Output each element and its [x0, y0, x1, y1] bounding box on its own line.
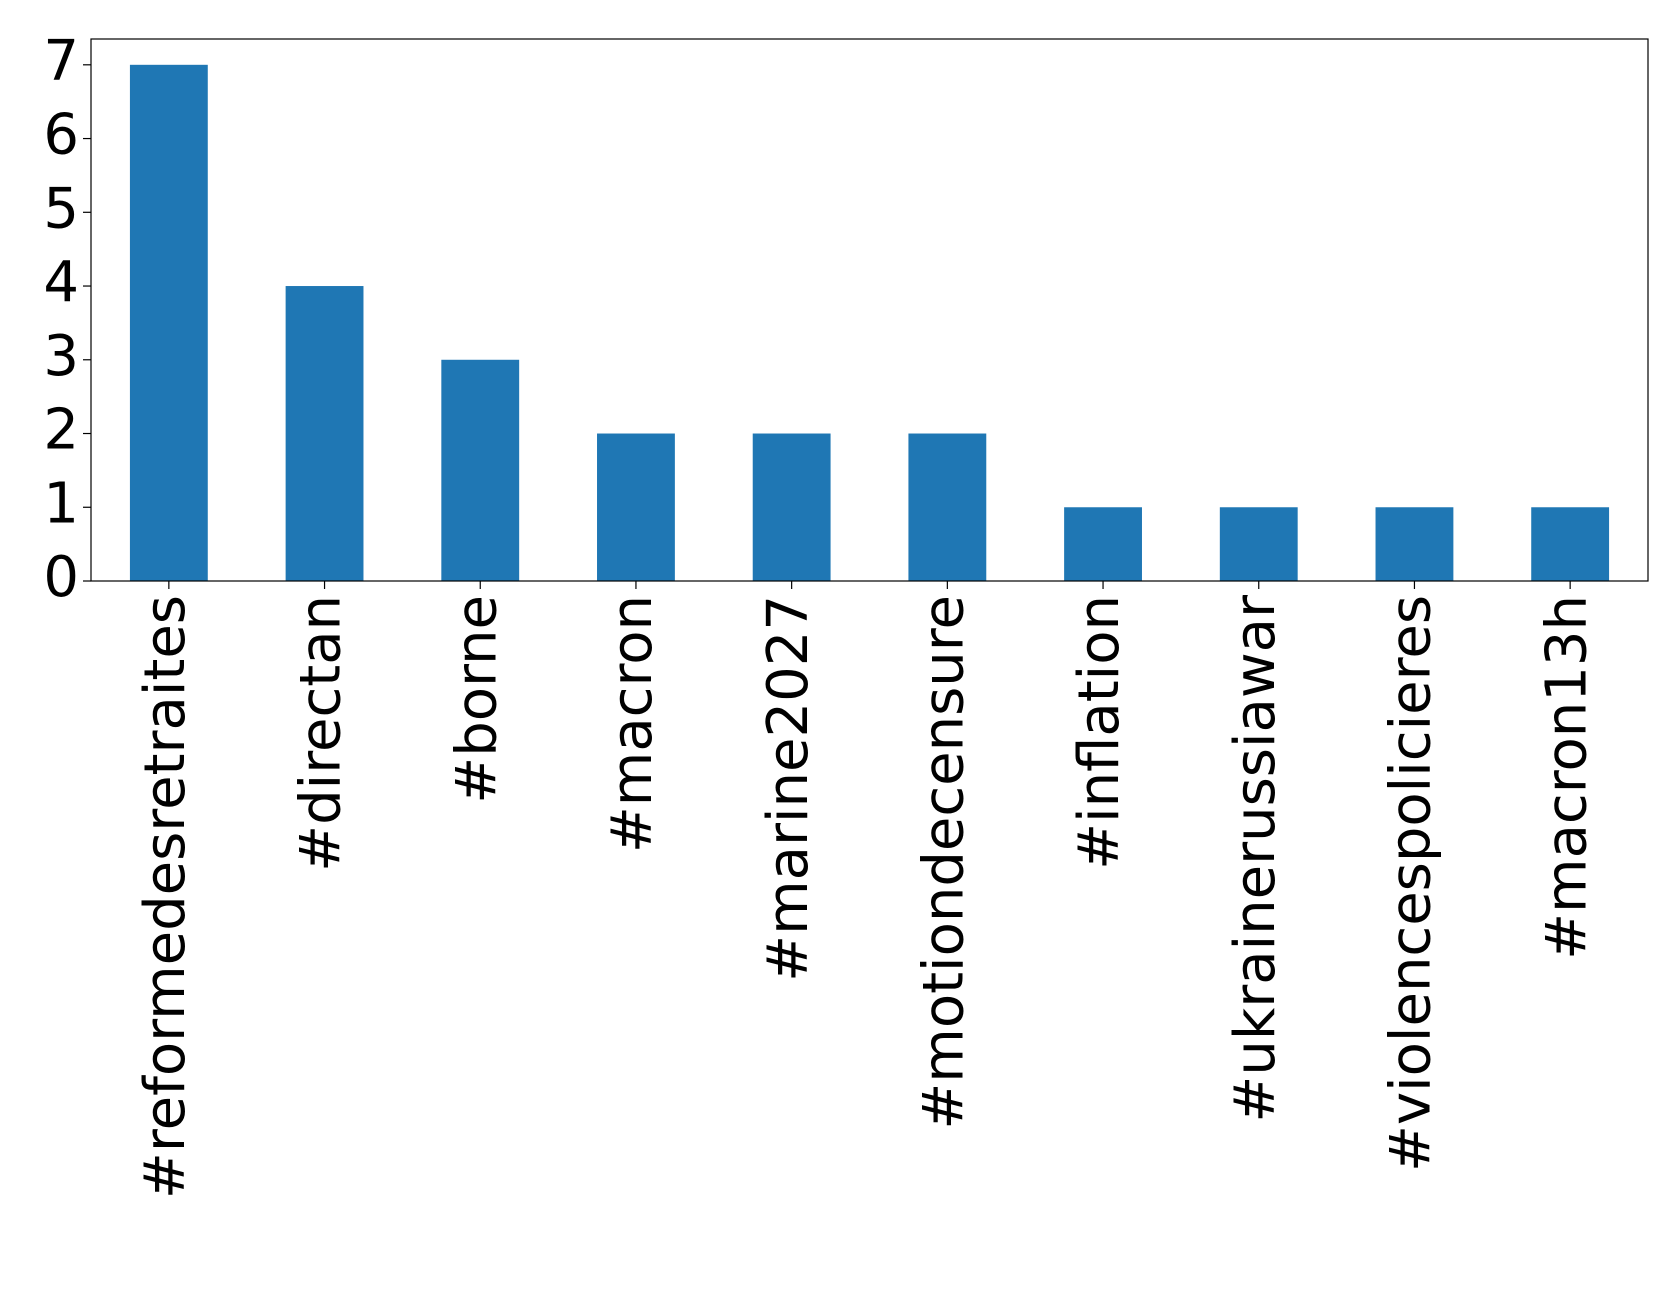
x-tick-label: #violencespolicieres [1379, 595, 1444, 1172]
x-tick-label: #reformedesretraites [133, 595, 198, 1199]
y-tick-label: 4 [43, 250, 79, 315]
y-tick-label: 6 [43, 103, 79, 168]
bar [1531, 507, 1610, 581]
bar [1064, 507, 1142, 581]
x-tick-label: #directan [289, 595, 354, 872]
x-tick-label: #ukrainerussiawar [1223, 594, 1288, 1123]
bar [752, 433, 831, 581]
x-tick-label: #inflation [1067, 595, 1132, 870]
y-tick-label: 2 [43, 398, 79, 463]
y-tick-label: 3 [43, 324, 79, 389]
bar [1219, 507, 1298, 581]
x-tick-label: #macron13h [1534, 595, 1599, 960]
bar [597, 433, 675, 581]
x-tick-label: #borne [444, 595, 509, 804]
x-tick-label: #marine2027 [756, 595, 821, 982]
y-tick-label: 5 [43, 176, 79, 241]
plot-frame [90, 38, 1649, 582]
x-tick-label: #motiondecensure [911, 595, 976, 1130]
bar [129, 64, 208, 582]
y-tick-label: 1 [43, 471, 79, 536]
bar [1375, 507, 1454, 581]
bar [441, 359, 520, 581]
bar [908, 433, 987, 581]
y-tick-label: 0 [43, 545, 79, 610]
bar [285, 286, 364, 581]
y-tick-label: 7 [43, 29, 79, 94]
x-tick-label: #macron [600, 595, 665, 853]
